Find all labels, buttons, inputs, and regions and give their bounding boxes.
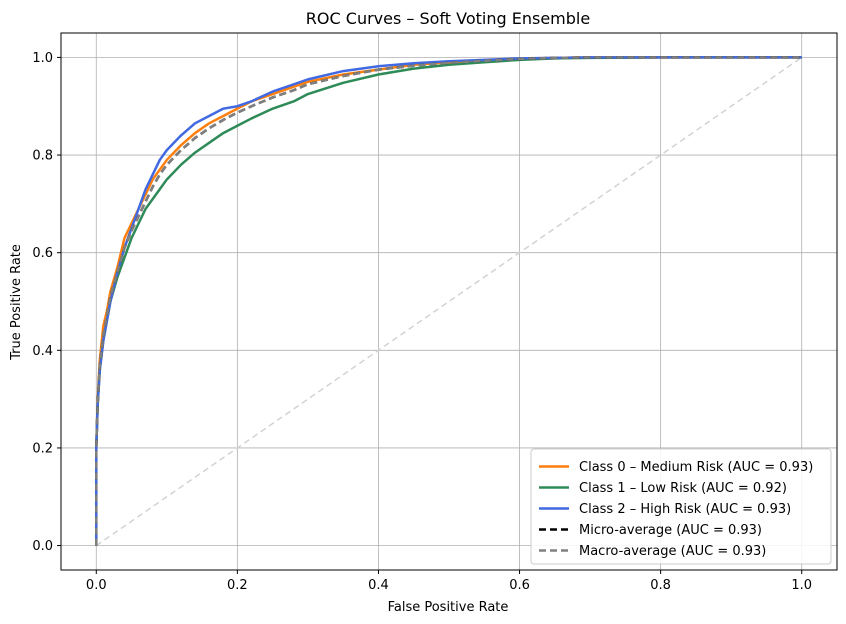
x-tick-label: 0.0 <box>86 578 107 593</box>
y-tick-label: 0.8 <box>32 149 53 164</box>
x-tick-label: 1.0 <box>791 578 812 593</box>
chance-line <box>95 56 803 547</box>
y-tick-label: 1.0 <box>32 51 53 66</box>
y-axis-title: True Positive Rate <box>9 244 24 361</box>
y-tick-label: 0.6 <box>32 246 53 261</box>
y-axis-ticks: 0.0 0.2 0.4 0.6 0.8 1.0 <box>32 51 61 554</box>
y-tick-label: 0.4 <box>32 344 53 359</box>
legend-label-0: Class 0 – Medium Risk (AUC = 0.93) <box>579 460 813 475</box>
legend-box <box>530 448 832 565</box>
y-tick-label: 0.0 <box>32 539 53 554</box>
legend: Class 0 – Medium Risk (AUC = 0.93) Class … <box>530 448 832 565</box>
x-tick-label: 0.6 <box>509 578 530 593</box>
x-axis-ticks: 0.0 0.2 0.4 0.6 0.8 1.0 <box>86 570 812 593</box>
x-tick-label: 0.2 <box>227 578 248 593</box>
x-axis-title: False Positive Rate <box>388 600 509 615</box>
legend-label-1: Class 1 – Low Risk (AUC = 0.92) <box>579 481 787 496</box>
x-tick-label: 0.4 <box>368 578 389 593</box>
series-lines <box>95 56 802 546</box>
x-tick-label: 0.8 <box>650 578 671 593</box>
legend-label-3: Micro-average (AUC = 0.93) <box>579 523 762 538</box>
plot-frame <box>60 32 838 571</box>
legend-label-4: Macro-average (AUC = 0.93) <box>579 544 766 559</box>
y-tick-label: 0.2 <box>32 441 53 456</box>
reference-diagonal <box>95 56 803 547</box>
chart-title: ROC Curves – Soft Voting Ensemble <box>306 9 590 28</box>
legend-label-2: Class 2 – High Risk (AUC = 0.93) <box>579 502 791 517</box>
series-line-4 <box>95 56 802 546</box>
